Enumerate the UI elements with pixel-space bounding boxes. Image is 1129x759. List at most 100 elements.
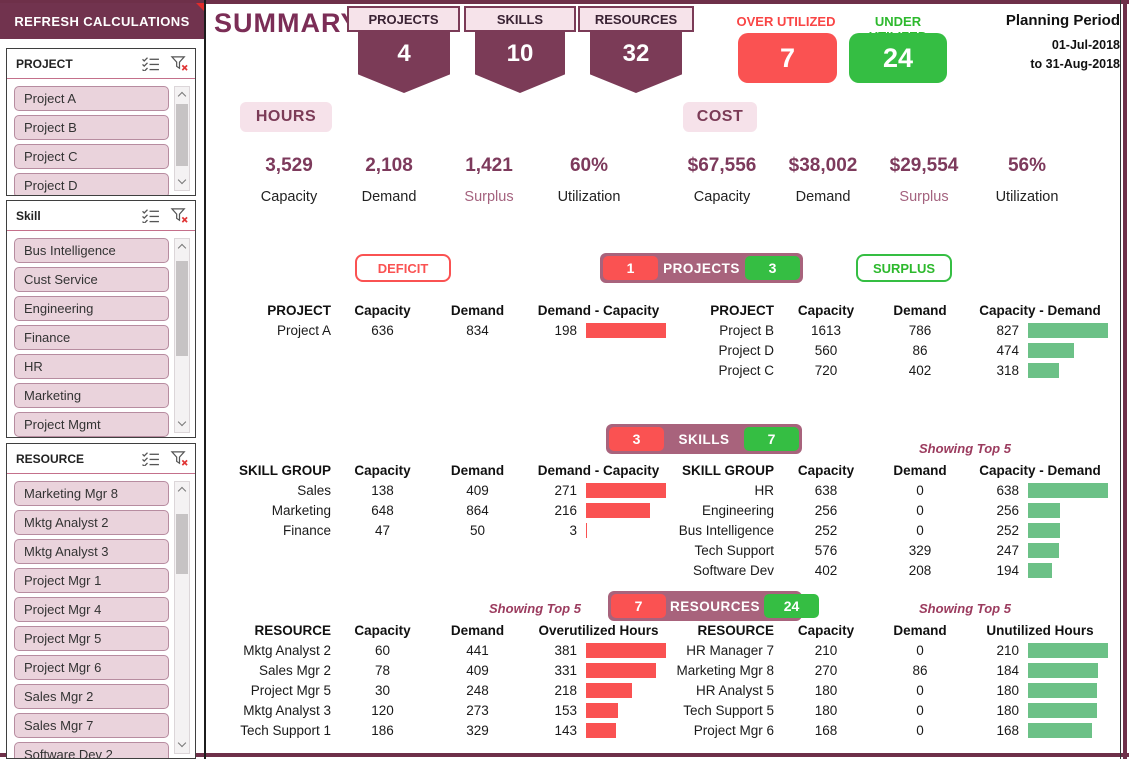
surplus-bar — [1028, 662, 1098, 678]
surplus-button[interactable]: SURPLUS — [856, 254, 952, 282]
slicer-item-project-a[interactable]: Project A — [14, 86, 169, 111]
showing-top5-label: Showing Top 5 — [919, 441, 1011, 456]
slicer-item-project-mgr-5[interactable]: Project Mgr 5 — [14, 626, 169, 651]
sidebar-divider — [204, 0, 206, 759]
skills-surplus-table: SKILL GROUP Capacity Demand Capacity - D… — [660, 460, 1114, 580]
slicer-item-project-d[interactable]: Project D — [14, 173, 169, 195]
slicer-item-mktg-analyst-2[interactable]: Mktg Analyst 2 — [14, 510, 169, 535]
slicer-item-project-mgmt[interactable]: Project Mgmt — [14, 412, 169, 437]
cost-utilization-stat: 56% Utilization — [995, 155, 1059, 205]
scroll-up-icon[interactable] — [175, 88, 189, 102]
cost-badge: COST — [683, 102, 757, 132]
projects-surplus-table: PROJECT Capacity Demand Capacity - Deman… — [660, 300, 1114, 380]
scrollbar[interactable] — [174, 481, 190, 754]
slicer-item-marketing[interactable]: Marketing — [14, 383, 169, 408]
slicer-item-engineering[interactable]: Engineering — [14, 296, 169, 321]
clear-filter-icon[interactable] — [170, 55, 189, 72]
table-row: Engineering 256 0 256 — [660, 500, 1114, 520]
hours-demand-stat: 2,108 Demand — [361, 155, 417, 205]
over-utilized-value: 7 — [738, 33, 837, 83]
scroll-down-icon[interactable] — [175, 417, 189, 431]
table-row: Tech Support 5 180 0 180 — [660, 700, 1114, 720]
slicer-item-bus-intelligence[interactable]: Bus Intelligence — [14, 238, 169, 263]
surplus-bar — [1028, 362, 1059, 378]
under-utilized-label: UNDER UTILIZED — [869, 14, 928, 44]
scrollbar-thumb[interactable] — [176, 514, 188, 574]
counter-projects-value: 4 — [358, 31, 450, 93]
deficit-bar — [586, 322, 666, 338]
slicer-item-marketing-mgr-8[interactable]: Marketing Mgr 8 — [14, 481, 169, 506]
counter-resources-value: 32 — [590, 31, 682, 93]
scrollbar-thumb[interactable] — [176, 104, 188, 166]
scrollbar[interactable] — [174, 86, 190, 191]
table-row: Project Mgr 5 30 248 218 — [225, 680, 672, 700]
deficit-bar — [586, 522, 587, 538]
table-row: Project D 560 86 474 — [660, 340, 1114, 360]
skills-count-banner: 3 SKILLS 7 — [606, 424, 802, 454]
slicer-item-finance[interactable]: Finance — [14, 325, 169, 350]
scrollbar-thumb[interactable] — [176, 261, 188, 356]
slicer-item-cust-service[interactable]: Cust Service — [14, 267, 169, 292]
scroll-down-icon[interactable] — [175, 738, 189, 752]
multi-select-icon[interactable] — [141, 208, 160, 223]
scroll-down-icon[interactable] — [175, 175, 189, 189]
table-row: HR Manager 7 210 0 210 — [660, 640, 1114, 660]
slicer-title: RESOURCE — [16, 451, 85, 466]
scrollbar[interactable] — [174, 238, 190, 433]
clear-filter-icon[interactable] — [170, 450, 189, 467]
resources-banner-label: RESOURCES — [670, 598, 761, 614]
surplus-bar — [1028, 682, 1097, 698]
right-hairline — [1120, 0, 1121, 759]
showing-top5-label: Showing Top 5 — [489, 601, 581, 616]
surplus-bar — [1028, 502, 1060, 518]
slicer-item-project-mgr-1[interactable]: Project Mgr 1 — [14, 568, 169, 593]
planning-period-to: to 31-Aug-2018 — [1030, 57, 1120, 71]
table-header-row: SKILL GROUP Capacity Demand Demand - Cap… — [238, 462, 660, 478]
slicer-item-sales-mgr-2[interactable]: Sales Mgr 2 — [14, 684, 169, 709]
deficit-bar — [586, 682, 632, 698]
hours-surplus-stat: 1,421 Surplus — [464, 155, 514, 205]
refresh-calculations-button[interactable]: REFRESH CALCULATIONS — [0, 3, 204, 39]
surplus-bar — [1028, 642, 1108, 658]
slicer-item-project-c[interactable]: Project C — [14, 144, 169, 169]
slicer-item-project-b[interactable]: Project B — [14, 115, 169, 140]
scroll-up-icon[interactable] — [175, 240, 189, 254]
slicer-item-project-mgr-6[interactable]: Project Mgr 6 — [14, 655, 169, 680]
scroll-up-icon[interactable] — [175, 483, 189, 497]
projects-count-banner: 1 PROJECTS 3 — [600, 253, 803, 283]
hours-utilization-stat: 60% Utilization — [557, 155, 621, 205]
skills-surplus-count: 7 — [744, 427, 799, 451]
top-border — [0, 0, 1129, 4]
cost-demand-stat: $38,002 Demand — [788, 155, 858, 205]
table-row: Project C 720 402 318 — [660, 360, 1114, 380]
cost-surplus-stat: $29,554 Surplus — [889, 155, 959, 205]
hours-badge: HOURS — [240, 102, 332, 132]
over-utilized-label: OVER UTILIZED — [736, 14, 836, 29]
clear-filter-icon[interactable] — [170, 207, 189, 224]
deficit-button[interactable]: DEFICIT — [355, 254, 451, 282]
multi-select-icon[interactable] — [141, 451, 160, 466]
projects-deficit-table: PROJECT Capacity Demand Demand - Capacit… — [225, 300, 672, 340]
resources-count-banner: 7 RESOURCES 24 — [608, 591, 820, 621]
under-utilized-value: 24 — [849, 33, 947, 83]
multi-select-icon[interactable] — [141, 56, 160, 71]
counter-resources-label: RESOURCES — [578, 6, 694, 32]
slicer-item-project-mgr-4[interactable]: Project Mgr 4 — [14, 597, 169, 622]
surplus-bar — [1028, 722, 1092, 738]
slicer-item-hr[interactable]: HR — [14, 354, 169, 379]
projects-banner-label: PROJECTS — [663, 260, 740, 276]
skills-deficit-count: 3 — [609, 427, 664, 451]
resources-surplus-table: RESOURCE Capacity Demand Unutilized Hour… — [660, 620, 1114, 740]
table-row: Marketing Mgr 8 270 86 184 — [660, 660, 1114, 680]
comment-marker-icon — [196, 3, 204, 11]
resource-slicer: RESOURCE Marketing Mgr 8 Mktg Analyst 2 … — [6, 443, 196, 759]
slicer-item-mktg-analyst-3[interactable]: Mktg Analyst 3 — [14, 539, 169, 564]
hours-capacity-stat: 3,529 Capacity — [260, 155, 318, 205]
table-row: Mktg Analyst 2 60 441 381 — [225, 640, 672, 660]
table-row: Marketing 648 864 216 — [225, 500, 672, 520]
slicer-item-sales-mgr-7[interactable]: Sales Mgr 7 — [14, 713, 169, 738]
table-row: HR 638 0 638 — [660, 480, 1114, 500]
table-row: Sales Mgr 2 78 409 331 — [225, 660, 672, 680]
resources-deficit-table: RESOURCE Capacity Demand Overutilized Ho… — [225, 620, 672, 740]
slicer-item-software-dev-2[interactable]: Software Dev 2 — [14, 742, 169, 758]
